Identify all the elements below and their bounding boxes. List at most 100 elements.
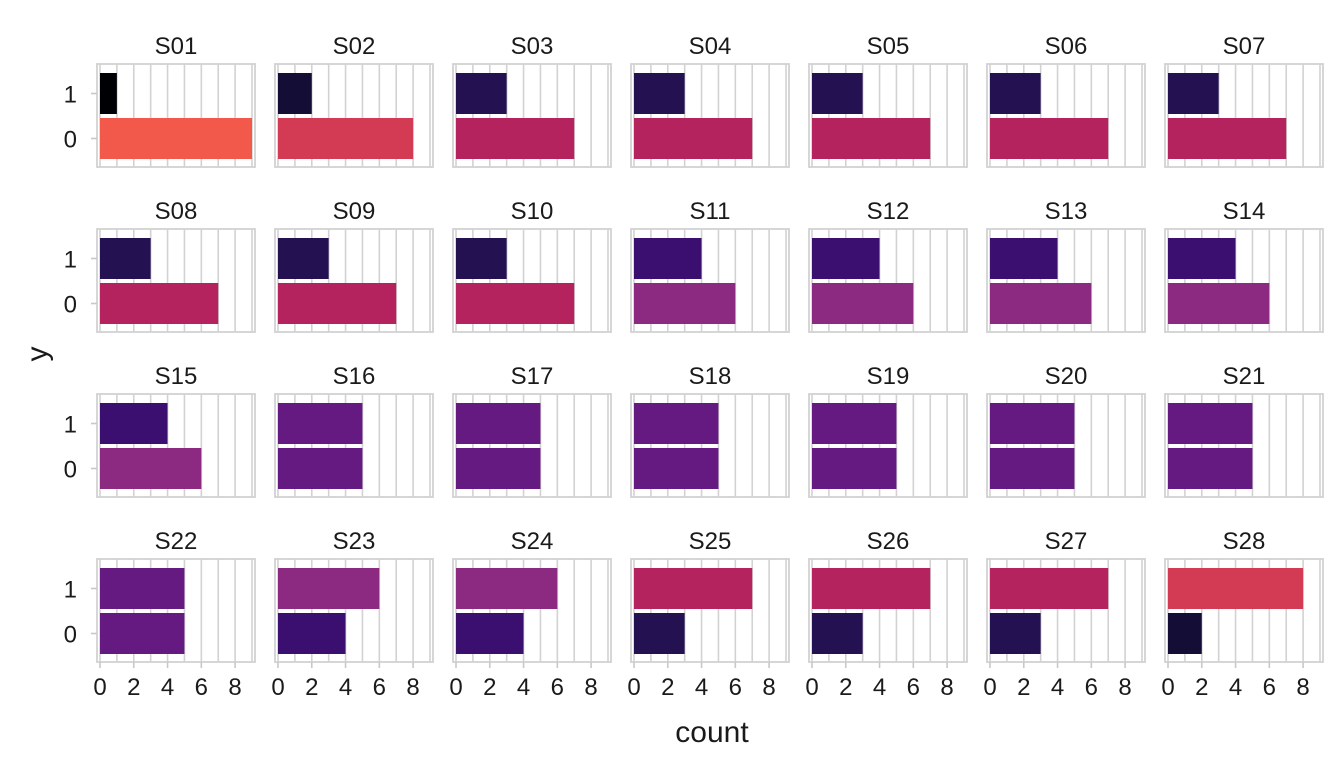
- facet-strip-label: S16: [333, 363, 376, 390]
- bar-y1: [1168, 568, 1304, 609]
- panel-border: [630, 63, 790, 168]
- facet-strip-label: S28: [1223, 528, 1266, 555]
- facet-panel-s20: S20: [986, 363, 1146, 498]
- facet-panel-s16: S16: [274, 363, 434, 498]
- bar-y0: [812, 613, 863, 654]
- panel-border: [1164, 393, 1324, 498]
- x-tick-label: 4: [1229, 674, 1242, 701]
- facet-strip-label: S11: [690, 198, 731, 225]
- facet-strip-label: S09: [333, 198, 376, 225]
- x-tick-label: 2: [127, 674, 140, 701]
- panel-border: [1164, 63, 1324, 168]
- bar-y0: [990, 283, 1092, 324]
- y-tick-label: 0: [64, 292, 77, 319]
- bar-y1: [278, 403, 363, 444]
- bar-y1: [990, 568, 1109, 609]
- facet-panel-s14: S14: [1164, 198, 1324, 333]
- x-tick-label: 8: [1296, 674, 1309, 701]
- bar-y0: [1168, 613, 1202, 654]
- panel-border: [986, 393, 1146, 498]
- facet-strip-label: S23: [333, 528, 376, 555]
- y-tick-label: 0: [64, 127, 77, 154]
- panel-border: [808, 558, 968, 663]
- bar-y0: [456, 283, 575, 324]
- x-tick-label: 0: [93, 674, 106, 701]
- bar-y0: [456, 613, 524, 654]
- bar-y1: [634, 238, 702, 279]
- y-axis-title: y: [21, 347, 54, 362]
- x-tick-label: 6: [195, 674, 208, 701]
- facet-panel-s15: S15 1 0: [64, 363, 256, 498]
- x-tick-label: 6: [1085, 674, 1098, 701]
- panel-border: [1164, 558, 1324, 663]
- panel-border: [452, 63, 612, 168]
- facet-strip-label: S24: [511, 528, 554, 555]
- bar-y1: [100, 73, 117, 114]
- facet-panel-s23: S23 0 2 4 6 8: [271, 528, 434, 701]
- bar-y0: [990, 613, 1041, 654]
- bar-y0: [634, 613, 685, 654]
- x-tick-label: 0: [1161, 674, 1174, 701]
- y-tick-label: 1: [64, 247, 77, 274]
- bar-y1: [100, 238, 151, 279]
- facet-panel-s01: S01 1 0: [64, 33, 256, 168]
- bar-y1: [990, 238, 1058, 279]
- bar-y1: [278, 73, 312, 114]
- x-tick-label: 0: [983, 674, 996, 701]
- bar-y1: [990, 73, 1041, 114]
- bar-y0: [1168, 118, 1287, 159]
- facet-strip-label: S02: [333, 33, 376, 60]
- facet-panel-s28: S28 0 2 4 6 8: [1161, 528, 1324, 701]
- panel-border: [808, 228, 968, 333]
- panel-border: [96, 228, 256, 333]
- panel-border: [630, 228, 790, 333]
- facet-strip-label: S12: [867, 198, 910, 225]
- bar-y1: [812, 403, 897, 444]
- x-tick-label: 2: [1195, 674, 1208, 701]
- x-tick-label: 8: [228, 674, 241, 701]
- facet-strip-label: S05: [867, 33, 910, 60]
- x-tick-label: 4: [873, 674, 886, 701]
- x-tick-label: 4: [1051, 674, 1064, 701]
- facet-strip-label: S21: [1223, 363, 1266, 390]
- bar-y1: [456, 568, 558, 609]
- x-tick-label: 4: [161, 674, 174, 701]
- x-tick-label: 2: [483, 674, 496, 701]
- facet-panel-s27: S27 0 2 4 6 8: [983, 528, 1146, 701]
- bar-y1: [1168, 403, 1253, 444]
- facet-panel-s06: S06: [986, 33, 1146, 168]
- bar-y0: [278, 283, 397, 324]
- x-tick-label: 8: [762, 674, 775, 701]
- x-tick-label: 6: [551, 674, 564, 701]
- bar-y0: [634, 448, 719, 489]
- x-tick-label: 2: [305, 674, 318, 701]
- panel-border: [986, 558, 1146, 663]
- bar-y0: [812, 118, 931, 159]
- facet-panel-s03: S03: [452, 33, 612, 168]
- panel-border: [1164, 228, 1324, 333]
- bar-y1: [812, 238, 880, 279]
- facet-strip-label: S26: [867, 528, 910, 555]
- bar-y1: [278, 568, 380, 609]
- facet-strip-label: S17: [511, 363, 554, 390]
- panel-border: [96, 63, 256, 168]
- bar-y0: [634, 283, 736, 324]
- bar-y1: [456, 238, 507, 279]
- facet-panel-s17: S17: [452, 363, 612, 498]
- bar-y0: [456, 448, 541, 489]
- panel-border: [274, 393, 434, 498]
- bar-y0: [812, 283, 914, 324]
- x-tick-label: 0: [271, 674, 284, 701]
- facet-strip-label: S22: [155, 528, 198, 555]
- x-tick-label: 0: [449, 674, 462, 701]
- facet-strip-label: S07: [1223, 33, 1266, 60]
- panel-border: [452, 393, 612, 498]
- panel-border: [274, 228, 434, 333]
- facet-strip-label: S13: [1045, 198, 1088, 225]
- bar-y0: [812, 448, 897, 489]
- y-tick-label: 1: [64, 82, 77, 109]
- bar-y1: [634, 73, 685, 114]
- panel-border: [274, 63, 434, 168]
- x-tick-label: 2: [839, 674, 852, 701]
